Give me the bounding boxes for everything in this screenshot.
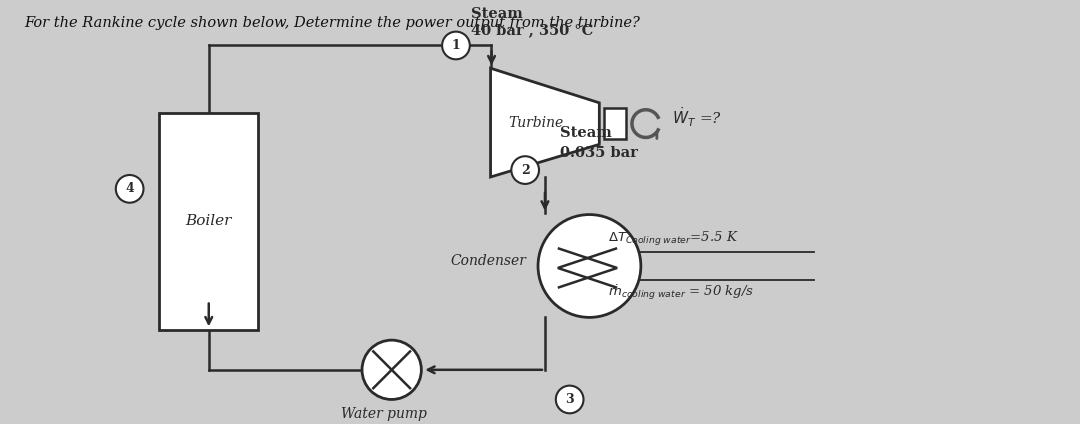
Text: 1: 1 <box>451 39 460 52</box>
Text: 40 bar , 350 °C: 40 bar , 350 °C <box>471 24 593 38</box>
Circle shape <box>556 385 583 413</box>
Circle shape <box>538 215 640 318</box>
Text: 0.035 bar: 0.035 bar <box>559 146 637 160</box>
Circle shape <box>511 156 539 184</box>
Circle shape <box>116 175 144 203</box>
Text: Condenser: Condenser <box>450 254 526 268</box>
Circle shape <box>362 340 421 399</box>
Text: $\dot{m}_{\mathit{cooling\ water}}$ = 50 kg/s: $\dot{m}_{\mathit{cooling\ water}}$ = 50… <box>608 284 754 302</box>
Text: 4: 4 <box>125 182 134 195</box>
Text: 2: 2 <box>521 164 529 176</box>
Bar <box>160 113 258 330</box>
Text: $\Delta T_{\mathit{Cooling\ water}}$=5.5 K: $\Delta T_{\mathit{Cooling\ water}}$=5.5… <box>608 230 739 248</box>
Bar <box>605 108 626 139</box>
Text: Water pump: Water pump <box>341 407 427 421</box>
Polygon shape <box>490 68 599 177</box>
Text: $\dot{W}_T$ =?: $\dot{W}_T$ =? <box>672 106 721 129</box>
Text: For the Rankine cycle shown below, Determine the power output from the turbine?: For the Rankine cycle shown below, Deter… <box>24 16 639 30</box>
Text: 3: 3 <box>565 393 573 406</box>
Text: Steam: Steam <box>559 126 611 140</box>
Circle shape <box>442 32 470 59</box>
Text: Turbine: Turbine <box>509 116 564 130</box>
Text: Steam: Steam <box>471 7 523 21</box>
Text: Boiler: Boiler <box>186 215 232 229</box>
